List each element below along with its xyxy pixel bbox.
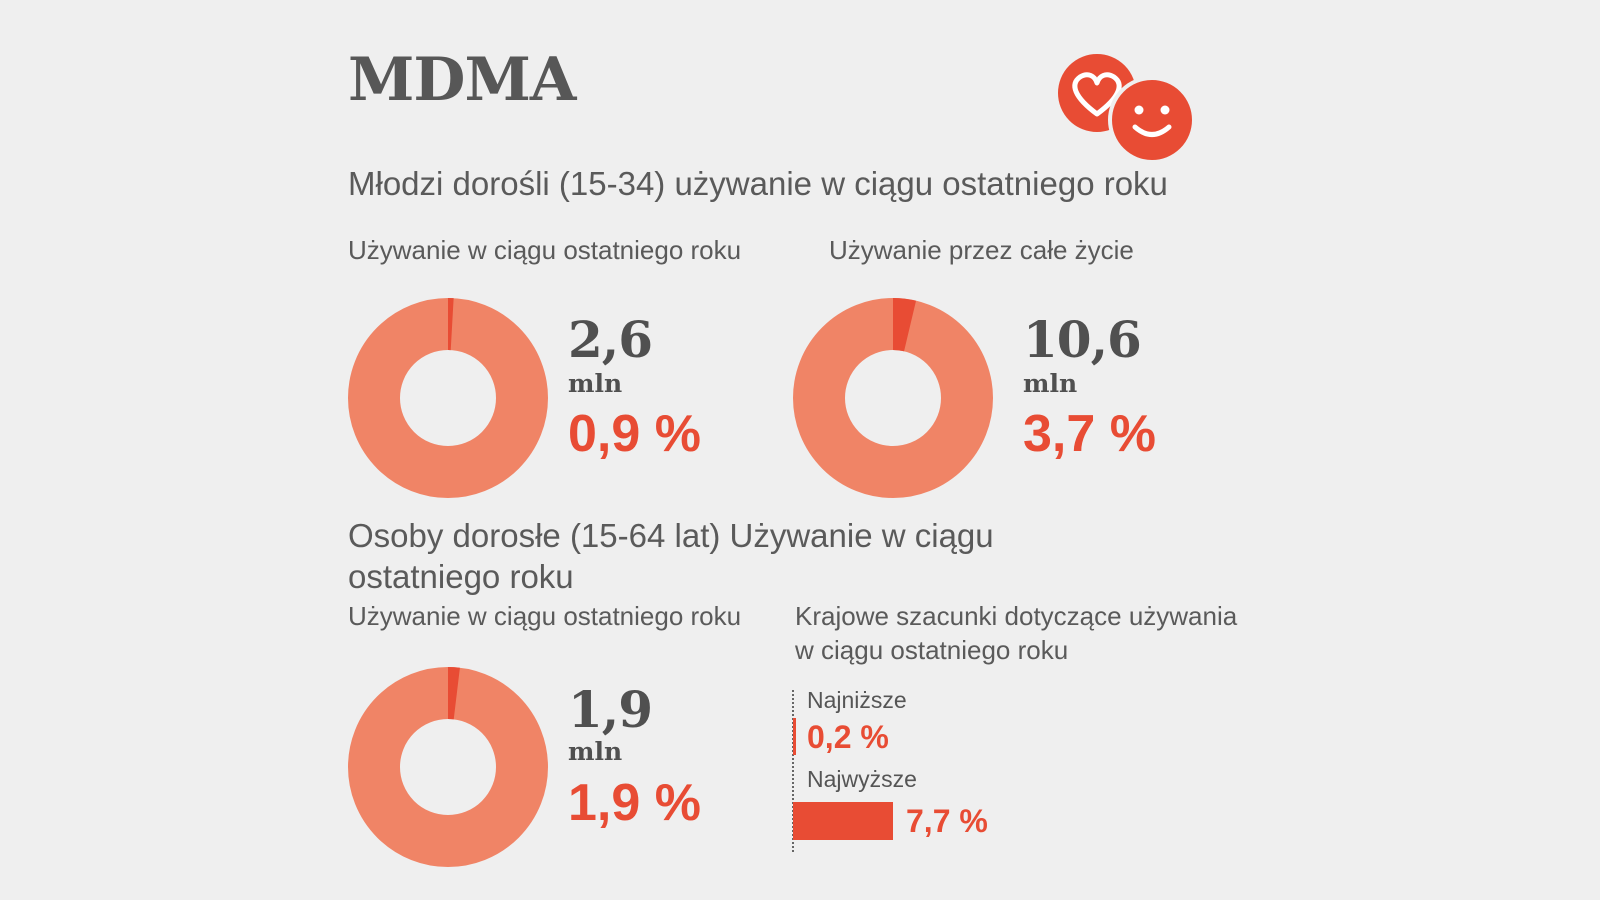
count-adults-last-year: 1,9 (568, 680, 653, 739)
donut-value-slice (448, 667, 460, 720)
unit-adults-last-year: mln (568, 737, 623, 766)
bar-highest (793, 802, 893, 840)
section1-left-label: Używanie w ciągu ostatniego roku (348, 235, 742, 265)
section2-right-label: Krajowe szacunki dotyczące używania w ci… (795, 601, 1238, 665)
percent-adults-last-year: 1,9 % (568, 774, 701, 832)
percent-young-last-year: 0,9 % (568, 405, 701, 463)
bar-lowest (793, 718, 796, 755)
percent-young-lifetime: 3,7 % (1023, 405, 1156, 463)
bar-label-highest: Najwyższe (807, 766, 917, 792)
section2-heading: Osoby dorosłe (15-64 lat) Używanie w cią… (348, 517, 994, 596)
bar-label-lowest: Najniższe (807, 687, 907, 713)
donut-young-last-year (348, 298, 548, 498)
donut-value-slice (448, 298, 454, 351)
count-young-lifetime: 10,6 (1023, 310, 1142, 369)
bar-value-lowest: 0,2 % (807, 719, 889, 755)
page-title: MDMA (348, 45, 576, 115)
section1-right-label: Używanie przez całe życie (829, 235, 1134, 265)
unit-young-last-year: mln (568, 369, 623, 398)
smiley-icon (1108, 76, 1196, 164)
section1-heading: Młodzi dorośli (15-34) używanie w ciągu … (348, 165, 1168, 202)
unit-young-lifetime: mln (1023, 369, 1078, 398)
section2-left-label: Używanie w ciągu ostatniego roku (348, 601, 742, 631)
bar-axis-line (792, 690, 794, 852)
bar-value-highest: 7,7 % (906, 803, 988, 839)
heart-smiley-icon-group (1056, 52, 1196, 164)
count-young-last-year: 2,6 (568, 310, 653, 369)
donut-adults-last-year (348, 667, 548, 867)
donut-young-lifetime (793, 298, 993, 498)
donut-value-slice (893, 298, 917, 352)
